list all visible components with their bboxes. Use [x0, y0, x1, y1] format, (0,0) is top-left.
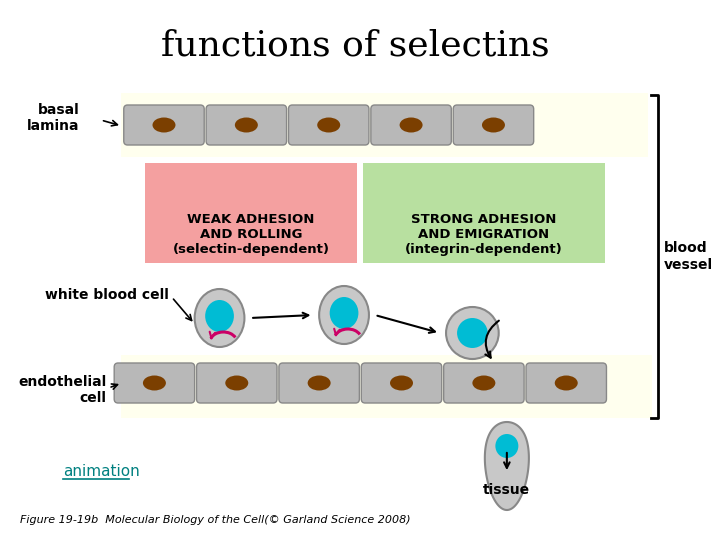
FancyBboxPatch shape [114, 363, 194, 403]
FancyBboxPatch shape [526, 363, 606, 403]
FancyBboxPatch shape [444, 363, 524, 403]
FancyBboxPatch shape [197, 363, 277, 403]
Ellipse shape [235, 118, 258, 132]
Text: basal
lamina: basal lamina [27, 103, 80, 133]
Text: STRONG ADHESION
AND EMIGRATION
(integrin-dependent): STRONG ADHESION AND EMIGRATION (integrin… [405, 213, 563, 256]
PathPatch shape [485, 422, 529, 510]
Ellipse shape [318, 118, 341, 132]
Ellipse shape [153, 118, 176, 132]
Ellipse shape [390, 375, 413, 390]
Ellipse shape [330, 297, 359, 329]
Text: endothelial
cell: endothelial cell [18, 375, 107, 405]
Text: functions of selectins: functions of selectins [161, 28, 550, 62]
Ellipse shape [472, 375, 495, 390]
Ellipse shape [225, 375, 248, 390]
FancyBboxPatch shape [206, 105, 287, 145]
Ellipse shape [194, 289, 244, 347]
Text: blood
vessel: blood vessel [664, 241, 713, 272]
Text: tissue: tissue [483, 483, 531, 497]
Ellipse shape [307, 375, 330, 390]
Bar [145, 163, 357, 263]
FancyBboxPatch shape [289, 105, 369, 145]
FancyBboxPatch shape [279, 363, 359, 403]
Ellipse shape [446, 307, 499, 359]
FancyBboxPatch shape [361, 363, 442, 403]
Text: Figure 19-19b  Molecular Biology of the Cell(© Garland Science 2008): Figure 19-19b Molecular Biology of the C… [20, 515, 411, 525]
Bar [121, 355, 652, 418]
Text: white blood cell: white blood cell [45, 288, 168, 302]
Bar [363, 163, 605, 263]
Ellipse shape [143, 375, 166, 390]
Ellipse shape [400, 118, 423, 132]
Ellipse shape [554, 375, 577, 390]
FancyBboxPatch shape [371, 105, 451, 145]
Ellipse shape [205, 300, 234, 332]
Ellipse shape [457, 318, 487, 348]
Ellipse shape [495, 434, 518, 458]
Ellipse shape [482, 118, 505, 132]
FancyBboxPatch shape [453, 105, 534, 145]
Text: animation: animation [63, 464, 140, 480]
Text: WEAK ADHESION
AND ROLLING
(selectin-dependent): WEAK ADHESION AND ROLLING (selectin-depe… [173, 213, 330, 256]
FancyBboxPatch shape [124, 105, 204, 145]
Bar [121, 93, 648, 157]
Ellipse shape [319, 286, 369, 344]
